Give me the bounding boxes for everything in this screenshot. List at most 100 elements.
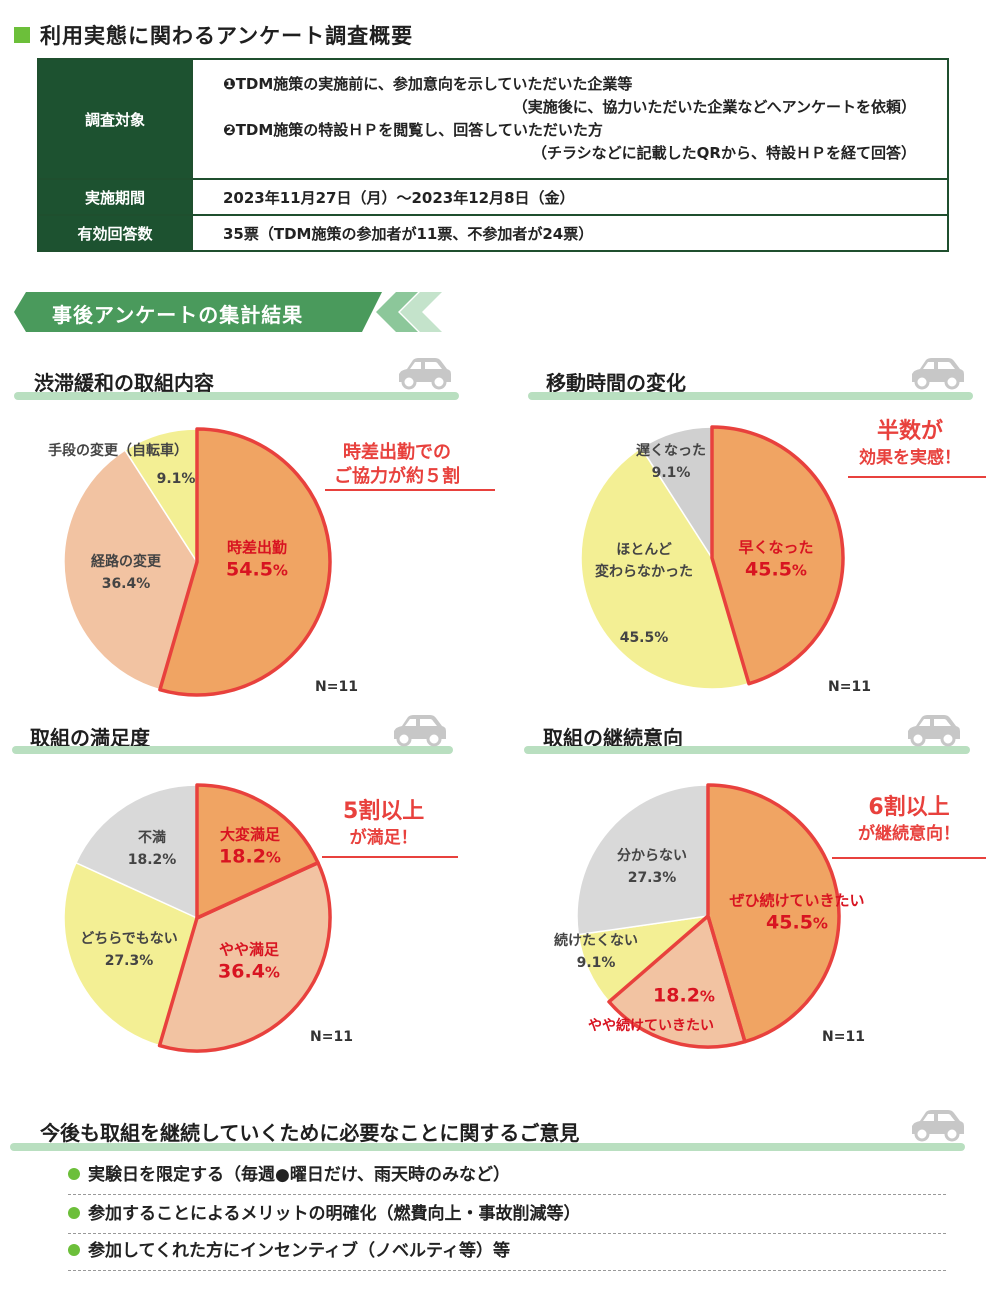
pie-chart-3 xyxy=(63,783,332,1053)
slice-name: 大変満足 xyxy=(219,825,281,844)
slice-label: 不満 18.2% xyxy=(128,827,177,871)
results-banner-title: 事後アンケートの集計結果 xyxy=(52,303,304,327)
slice-name: どちらでもない xyxy=(80,931,178,947)
slice-value: 45.5 xyxy=(745,558,792,581)
slice-name: 遅くなった xyxy=(636,443,706,459)
callout-line: ご協力が約５割 xyxy=(334,466,460,487)
callout-underline xyxy=(832,857,986,859)
pie-chart-1 xyxy=(63,427,332,697)
slice-label: ぜひ続けていきたい 45.5% xyxy=(729,890,864,935)
survey-overview-table: 調査対象 ❶TDM施策の実施前に、参加意向を示していただいた企業等 （実施後に、… xyxy=(37,58,949,252)
callout-line: 半数が xyxy=(876,419,943,444)
slice-unit: % xyxy=(265,848,281,867)
slice-name: 続けたくない xyxy=(554,933,638,949)
n-label: N=11 xyxy=(310,1029,353,1045)
slice-label: 時差出勤 54.5% xyxy=(226,537,288,582)
opinion-text: 参加することによるメリットの明確化（燃費向上・事故削減等） xyxy=(88,1204,581,1224)
callout-chart1: 時差出勤での ご協力が約５割 xyxy=(334,441,460,489)
slice-label: 早くなった 45.5% xyxy=(738,537,813,582)
slice-value-wrap: 18.2% xyxy=(653,985,715,1008)
slice-value: 36.4 xyxy=(218,960,265,983)
callout-underline xyxy=(325,489,495,491)
slice-name: 早くなった xyxy=(738,538,814,557)
opinions-title-bar xyxy=(10,1143,965,1151)
pie-slice xyxy=(63,449,198,691)
opinions-title: 今後も取組を継続していくために必要なことに関するご意見 xyxy=(40,1121,580,1145)
pie-slice-highlight-outline xyxy=(158,427,332,697)
slice-value: 27.3% xyxy=(627,870,677,886)
chart2-title: 移動時間の変化 xyxy=(546,371,686,395)
slice-value: 9.1% xyxy=(156,471,196,487)
n-label: N=11 xyxy=(828,679,871,695)
slice-value: 9.1% xyxy=(651,465,691,481)
opinion-item: 実験日を限定する（毎週●曜日だけ、雨天時のみなど） xyxy=(68,1160,946,1195)
chart1-title: 渋滞緩和の取組内容 xyxy=(34,371,214,395)
slice-unit: % xyxy=(264,963,280,982)
chart1-title-bar xyxy=(14,392,459,400)
callout-line: 6割以上 xyxy=(868,795,950,820)
target-value: ❶TDM施策の実施前に、参加意向を示していただいた企業等 （実施後に、協力いただ… xyxy=(191,58,949,180)
slice-unit: % xyxy=(272,561,288,580)
responses-value: 35票（TDM施策の参加者が11票、不参加者が24票） xyxy=(191,214,949,252)
chart2-title-bar xyxy=(528,392,973,400)
car-icon xyxy=(912,358,964,390)
slice-value: 18.2% xyxy=(127,852,177,868)
pie-slice-highlight-outline xyxy=(195,783,320,920)
chart4-title-bar xyxy=(524,746,970,754)
chart3-title-bar xyxy=(12,746,453,754)
slice-label: ほとんど 変わらなかった 45.5% xyxy=(595,495,693,671)
slice-value: 36.4% xyxy=(101,576,151,592)
slice-value: 18.2 xyxy=(653,984,700,1007)
slice-unit: % xyxy=(699,987,715,1006)
slice-value: 18.2 xyxy=(219,845,266,868)
period-value: 2023年11月27日（月）～2023年12月8日（金） xyxy=(191,178,949,216)
callout-chart4: 6割以上 が継続意向！ xyxy=(858,795,960,847)
slice-name: ほとんど 変わらなかった xyxy=(595,542,693,580)
pie-slice-highlight-outline xyxy=(710,425,845,686)
slice-label: 大変満足 18.2% xyxy=(219,824,281,869)
slice-name: やや満足 xyxy=(218,940,280,959)
callout-chart2: 半数が 効果を実感！ xyxy=(859,419,961,471)
slice-name: 分からない xyxy=(617,848,687,864)
pie-chart-4 xyxy=(576,783,841,1049)
car-icon xyxy=(912,1110,964,1142)
pie-slice xyxy=(580,446,750,690)
car-icon xyxy=(399,358,451,390)
opinion-item: 参加することによるメリットの明確化（燃費向上・事故削減等） xyxy=(68,1199,946,1234)
car-icon xyxy=(908,715,960,747)
slice-value: 54.5 xyxy=(226,558,273,581)
pie-slice xyxy=(63,861,198,1047)
slice-value: 27.3% xyxy=(104,953,154,969)
callout-line: が継続意向！ xyxy=(858,824,960,844)
pie-slice-highlight-outline xyxy=(607,914,747,1049)
target-line-3: ❷TDM施策の特設ＨＰを閲覧し、回答していただいた方 xyxy=(223,121,603,139)
opinion-text: 実験日を限定する（毎週●曜日だけ、雨天時のみなど） xyxy=(88,1165,510,1185)
callout-underline xyxy=(322,856,458,858)
callout-line: 5割以上 xyxy=(343,799,425,824)
slice-label: 経路の変更 36.4% xyxy=(91,551,161,595)
slice-value: 45.5% xyxy=(619,630,669,646)
opinion-item: 参加してくれた方にインセンティブ（ノベルティ等）等 xyxy=(68,1236,946,1271)
slice-label: どちらでもない 27.3% xyxy=(80,928,178,972)
bullet-icon xyxy=(68,1168,80,1180)
target-line-2: （実施後に、協力いただいた企業などへアンケートを依頼） xyxy=(512,98,916,116)
slice-label: 分からない 27.3% xyxy=(617,845,687,889)
pie-chart-2 xyxy=(580,425,845,690)
period-label: 実施期間 xyxy=(37,178,193,216)
results-banner xyxy=(14,292,442,332)
slice-unit: % xyxy=(812,914,828,933)
callout-underline xyxy=(848,476,986,478)
callout-line: 時差出勤での xyxy=(343,442,451,463)
target-label: 調査対象 xyxy=(37,58,193,180)
slice-name: 時差出勤 xyxy=(226,538,288,557)
pie-slice-highlight-outline xyxy=(706,783,841,1044)
bullet-icon xyxy=(68,1244,80,1256)
callout-chart3: 5割以上 が満足！ xyxy=(343,799,424,851)
n-label: N=11 xyxy=(822,1029,865,1045)
slice-name: やや続けていきたい xyxy=(588,1018,714,1034)
slice-unit: % xyxy=(791,561,807,580)
slice-name: ぜひ続けていきたい xyxy=(729,891,865,910)
header-square-icon xyxy=(14,27,30,43)
slice-name: 手段の変更（自転車） xyxy=(48,443,188,459)
